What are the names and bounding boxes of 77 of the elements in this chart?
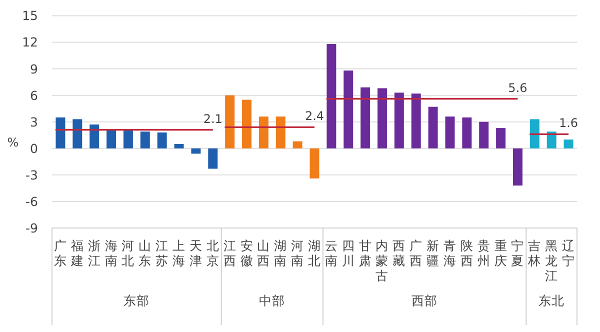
x-tick-label: 天津 (189, 238, 202, 268)
y-axis-title: % (7, 135, 19, 150)
x-tick-label: 山西 (257, 238, 270, 268)
bar (512, 148, 522, 186)
x-tick-label: 广东 (54, 238, 67, 268)
bar (191, 148, 201, 154)
bar (56, 117, 66, 148)
x-tick-label: 云南 (324, 238, 338, 268)
bar (276, 116, 286, 148)
bar (310, 148, 320, 178)
y-tick-label: -9 (26, 220, 38, 236)
bar (72, 119, 82, 148)
bar (242, 100, 252, 148)
bar (445, 116, 455, 148)
x-tick-label: 辽宁 (562, 238, 576, 268)
x-tick-label: 新疆 (426, 238, 440, 268)
x-tick-label: 福建 (70, 238, 84, 268)
bar (292, 141, 302, 148)
x-tick-label: 湖南 (274, 238, 288, 268)
x-tick-label: 广西 (410, 238, 423, 268)
bar (378, 88, 387, 148)
x-tick-label: 西藏 (392, 238, 406, 268)
x-axis-title: 中部 (259, 293, 286, 308)
bar (411, 94, 421, 148)
bar (360, 87, 370, 148)
ref-line-label: 2.4 (304, 109, 324, 124)
x-tick-label: 安徽 (240, 238, 254, 268)
y-tick-label: 6 (30, 88, 38, 103)
x-tick-label: 浙江 (88, 238, 101, 268)
bar (225, 95, 235, 148)
x-tick-label: 河北 (122, 238, 135, 268)
x-tick-label: 甘肃 (358, 238, 372, 268)
ref-line-label: 1.6 (558, 116, 578, 130)
x-tick-label: 江苏 (156, 238, 169, 268)
ref-line-label: 5.6 (508, 80, 528, 95)
y-tick-label: 0 (30, 140, 38, 156)
bar (157, 132, 167, 148)
x-axis-title: 西部 (412, 293, 438, 308)
y-tick-label: 3 (30, 114, 38, 130)
bar (496, 128, 506, 148)
bar (326, 44, 336, 148)
x-tick-label: 江西 (223, 238, 236, 268)
bar (344, 70, 354, 148)
x-tick-label: 吉林 (527, 238, 542, 268)
y-tick-label: -3 (26, 167, 38, 182)
y-tick-label: -6 (26, 194, 38, 209)
bar (123, 130, 133, 148)
bar (394, 92, 404, 148)
x-tick-label: 内蒙古 (376, 238, 389, 283)
x-axis-title: 东部 (124, 293, 150, 308)
x-tick-label: 青海 (443, 238, 456, 268)
bar (258, 116, 268, 148)
x-tick-label: 重庆 (494, 238, 508, 268)
y-tick-label: 12 (22, 34, 38, 50)
x-tick-label: 四川 (342, 238, 355, 268)
x-tick-label: 山东 (138, 238, 152, 268)
y-tick-label: 9 (30, 61, 38, 76)
bar (462, 117, 472, 148)
bar (208, 148, 218, 169)
bar (106, 130, 116, 148)
bar (140, 132, 150, 148)
x-tick-label: 贵州 (477, 238, 490, 268)
x-tick-label: 黑龙江 (545, 238, 558, 283)
x-tick-label: 北京 (206, 238, 220, 268)
x-tick-label: 宁夏 (511, 238, 524, 268)
y-tick-label: 15 (22, 8, 38, 24)
ref-line-label: 2.1 (203, 112, 222, 126)
bar (479, 122, 489, 148)
bar (90, 124, 100, 148)
bar (428, 106, 438, 148)
x-axis-title: 东北 (538, 293, 565, 308)
x-tick-label: 湖北 (308, 238, 321, 268)
x-tick-label: 陕西 (460, 238, 474, 268)
x-tick-label: 河南 (291, 238, 304, 268)
bar (174, 144, 184, 148)
x-tick-label: 上海 (172, 238, 186, 268)
x-tick-label: 海南 (104, 238, 118, 268)
